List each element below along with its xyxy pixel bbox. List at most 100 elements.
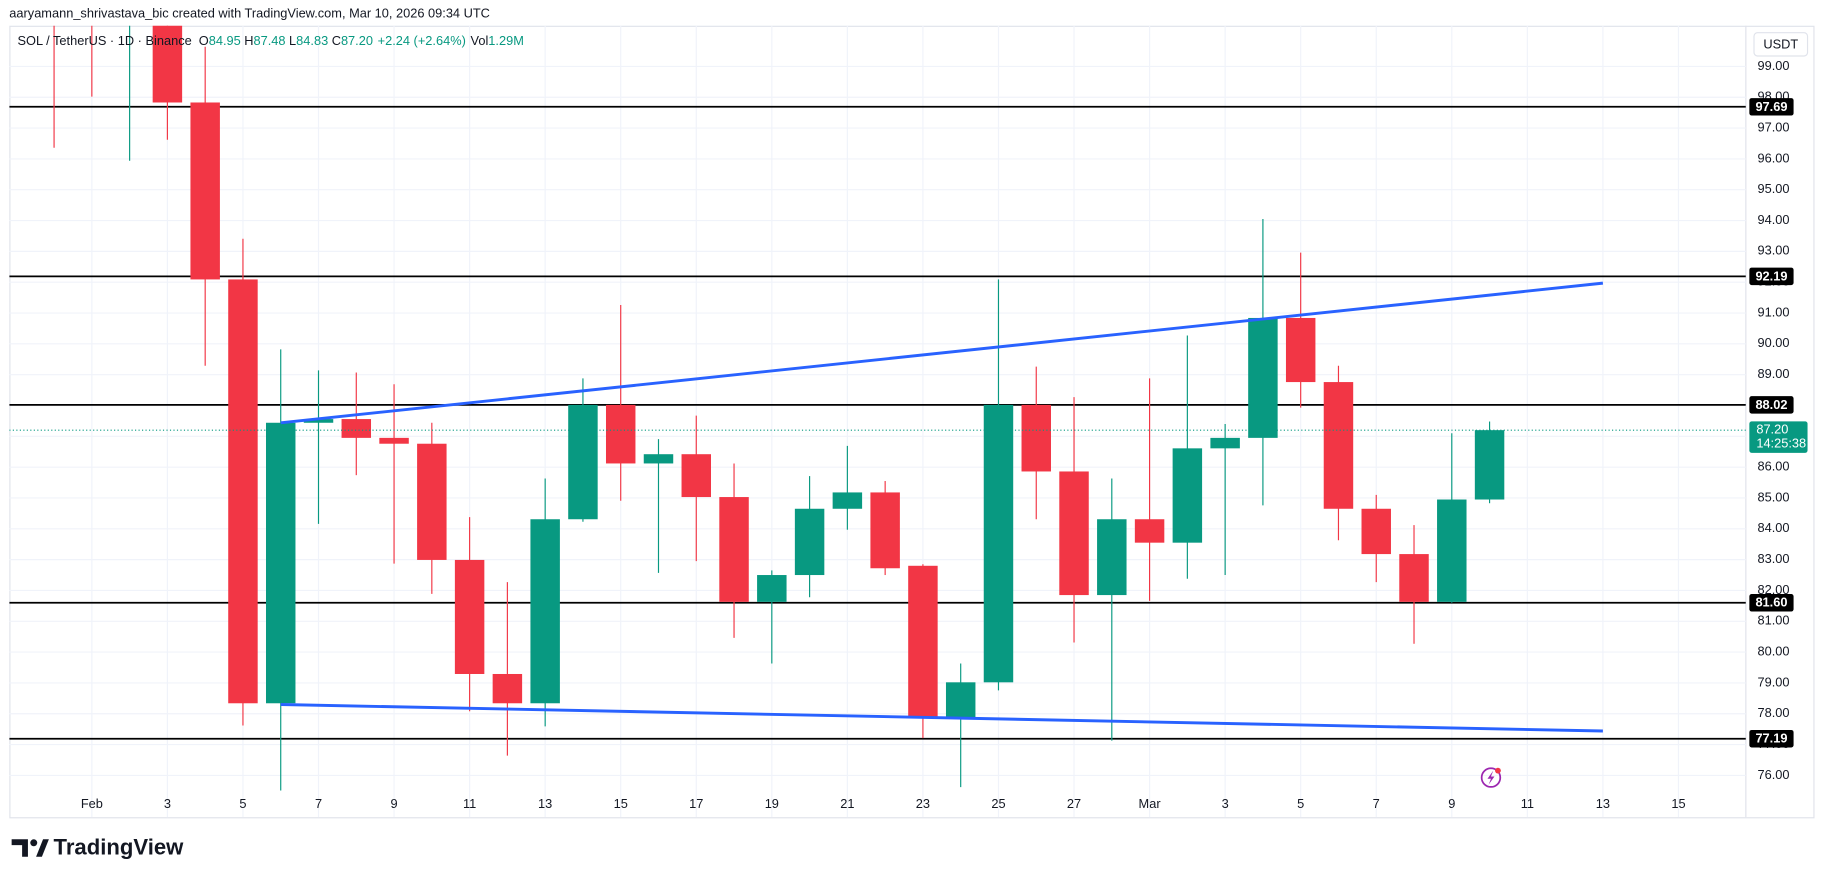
candle-body bbox=[341, 419, 372, 438]
x-tick-label: 7 bbox=[1373, 796, 1380, 811]
candle-body bbox=[1134, 519, 1165, 543]
candle-body bbox=[983, 404, 1014, 683]
y-tick-label: 80.00 bbox=[1757, 643, 1789, 658]
y-tick-label: 94.00 bbox=[1757, 212, 1789, 227]
ohlc-key: C bbox=[332, 33, 341, 48]
ohlc-key: H bbox=[244, 33, 253, 48]
candle-body bbox=[303, 419, 334, 423]
candle-body bbox=[870, 492, 900, 569]
currency-box[interactable] bbox=[1753, 32, 1809, 57]
level-label: 97.69 bbox=[1755, 99, 1787, 114]
x-tick-label: 3 bbox=[164, 796, 171, 811]
y-tick-label: 84.00 bbox=[1757, 520, 1789, 535]
x-tick-label: 15 bbox=[1671, 796, 1685, 811]
candle-body bbox=[832, 492, 863, 509]
symbol-header: SOL / TetherUS · 1D · Binance O84.95 H87.… bbox=[17, 33, 523, 48]
x-tick-label: 5 bbox=[239, 796, 246, 811]
y-tick-label: 96.00 bbox=[1757, 150, 1789, 165]
candle-body bbox=[379, 437, 409, 444]
y-tick-label: 99.00 bbox=[1757, 58, 1789, 73]
level-label-box bbox=[1749, 594, 1794, 612]
countdown: 14:25:38 bbox=[1756, 436, 1806, 451]
y-tick-label: 82.00 bbox=[1757, 582, 1789, 597]
level-label: 88.02 bbox=[1755, 397, 1787, 412]
level-label: 92.19 bbox=[1755, 268, 1787, 283]
x-tick-label: Feb bbox=[81, 796, 103, 811]
level-label: 81.60 bbox=[1755, 595, 1787, 610]
level-label-box bbox=[1749, 396, 1794, 414]
y-tick-label: 81.00 bbox=[1757, 613, 1789, 628]
ohlc-value: 84.95 bbox=[209, 33, 241, 48]
candle-body bbox=[757, 575, 787, 602]
candle-body bbox=[1361, 508, 1391, 555]
y-tick-label: 97.00 bbox=[1757, 119, 1789, 134]
candle-body bbox=[1437, 499, 1467, 602]
candle-body bbox=[1021, 404, 1051, 472]
level-label-box bbox=[1749, 729, 1794, 748]
candle-body bbox=[454, 559, 485, 674]
snap-icon[interactable] bbox=[1480, 767, 1502, 788]
volume-key: Vol bbox=[471, 33, 489, 48]
x-tick-label: 27 bbox=[1067, 796, 1081, 811]
candle-body bbox=[152, 25, 183, 103]
x-tick-label: 11 bbox=[1521, 796, 1534, 811]
x-tick-label: 21 bbox=[840, 796, 854, 811]
y-tick-label: 79.00 bbox=[1757, 674, 1789, 689]
volume: 1.29M bbox=[488, 33, 524, 48]
currency[interactable]: USDT bbox=[1763, 36, 1798, 51]
candle-body bbox=[1399, 554, 1429, 602]
level-label-box bbox=[1749, 267, 1794, 286]
ohlc-key: L bbox=[289, 33, 296, 48]
candle-body bbox=[1097, 519, 1127, 596]
x-tick-label: 23 bbox=[916, 796, 930, 811]
symbol: SOL / TetherUS · 1D · Binance bbox=[17, 33, 191, 48]
brand-logo bbox=[11, 839, 49, 857]
candle-body bbox=[265, 422, 296, 704]
frame bbox=[9, 25, 1815, 819]
candle-body bbox=[945, 682, 976, 718]
y-tick-label: 95.00 bbox=[1757, 181, 1789, 196]
y-tick-label: 90.00 bbox=[1757, 335, 1789, 350]
x-tick-label: 13 bbox=[1596, 796, 1610, 811]
ohlc-value: 84.83 bbox=[296, 33, 328, 48]
x-tick-label: 7 bbox=[315, 796, 322, 811]
candle-body bbox=[1285, 317, 1316, 383]
level-label: 77.19 bbox=[1755, 731, 1787, 746]
y-tick-label: 83.00 bbox=[1757, 551, 1789, 566]
candle-body bbox=[228, 279, 258, 704]
candle-body bbox=[719, 497, 749, 602]
candle-body bbox=[794, 508, 825, 576]
x-tick-label: 17 bbox=[689, 796, 703, 811]
x-tick-label: 5 bbox=[1297, 796, 1304, 811]
x-tick-label: 13 bbox=[538, 796, 552, 811]
candle-body bbox=[417, 443, 447, 560]
x-tick-label: 19 bbox=[765, 796, 779, 811]
y-tick-label: 85.00 bbox=[1757, 489, 1789, 504]
candle-body bbox=[492, 673, 523, 704]
trendline bbox=[280, 703, 1603, 733]
y-tick-label: 76.00 bbox=[1757, 767, 1789, 782]
candle-body bbox=[1323, 382, 1354, 509]
brand: TradingView bbox=[54, 834, 185, 859]
candle-body bbox=[190, 102, 220, 280]
level-label-box bbox=[1749, 98, 1794, 116]
candle-body bbox=[1474, 430, 1505, 500]
candle-body bbox=[1210, 437, 1240, 449]
candle-body bbox=[681, 454, 711, 498]
trendline bbox=[280, 281, 1604, 425]
y-tick-label: 78.00 bbox=[1757, 705, 1789, 720]
x-tick-label: Mar bbox=[1139, 796, 1162, 811]
x-tick-label: 15 bbox=[614, 796, 628, 811]
candle-body bbox=[1172, 448, 1203, 543]
candle-body bbox=[1248, 317, 1278, 438]
candle-body bbox=[643, 454, 674, 464]
candle-body bbox=[605, 404, 636, 464]
y-tick-label: 86.00 bbox=[1757, 459, 1789, 474]
candle-body bbox=[1059, 471, 1089, 596]
x-tick-label: 11 bbox=[463, 796, 476, 811]
last-price-label: 87.20 bbox=[1756, 422, 1788, 437]
axes: 76.0077.0078.0079.0080.0081.0082.0083.00… bbox=[81, 58, 1808, 811]
